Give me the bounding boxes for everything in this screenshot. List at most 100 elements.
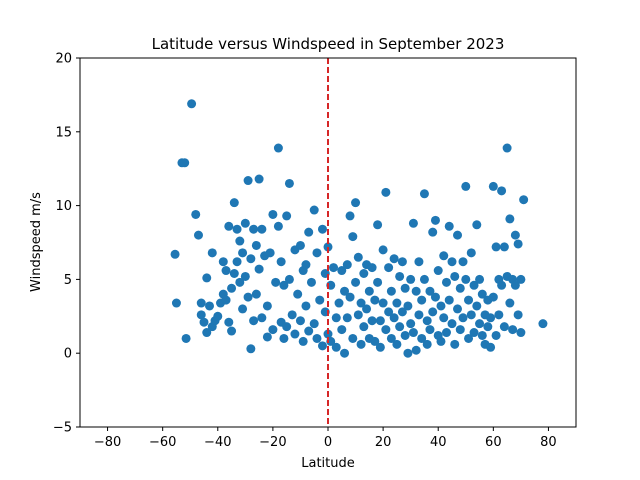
data-points [170,99,548,358]
data-point [279,333,289,343]
data-point [290,329,300,339]
data-point [411,286,421,296]
data-point [202,328,212,338]
data-point [312,248,322,258]
data-point [367,263,377,273]
data-point [243,176,253,186]
data-point [243,292,253,302]
data-point [486,313,496,323]
data-point [312,333,322,343]
data-point [461,181,471,191]
data-point [494,310,504,320]
data-point [453,230,463,240]
data-point [315,295,325,305]
data-point [251,240,261,250]
data-point [351,277,361,287]
x-tick-label: −80 [94,435,121,450]
data-point [342,313,352,323]
data-point [381,325,391,335]
data-point [408,328,418,338]
data-point [196,298,206,308]
x-tick-label: −40 [204,435,231,450]
data-point [301,301,311,311]
data-point [304,227,314,237]
data-point [375,342,385,352]
data-point [191,209,201,219]
data-point [455,283,465,293]
data-point [359,322,369,332]
data-point [488,292,498,302]
data-point [340,348,350,358]
data-point [381,187,391,197]
data-point [428,227,438,237]
data-point [181,333,191,343]
data-point [403,301,413,311]
y-tick-label: 5 [64,273,72,288]
x-axis-ticks: −80 −60 −40 −20 0 20 40 60 80 [94,427,557,450]
data-point [455,325,465,335]
data-point [425,286,435,296]
data-point [309,319,319,329]
data-point [356,298,366,308]
y-tick-label: 0 [64,347,72,362]
data-point [268,325,278,335]
data-point [477,330,487,340]
data-point [345,211,355,221]
data-point [386,286,396,296]
x-tick-label: −20 [259,435,286,450]
data-point [403,348,413,358]
data-point [213,311,223,321]
data-point [317,341,327,351]
data-point [295,240,305,250]
data-point [516,328,526,338]
data-point [392,339,402,349]
data-point [375,316,385,326]
data-point [193,230,203,240]
data-point [430,215,440,225]
data-point [334,298,344,308]
data-point [254,174,264,184]
data-point [301,260,311,270]
data-point [519,195,529,205]
data-point [505,298,515,308]
data-point [425,325,435,335]
data-point [472,220,482,230]
data-point [370,295,380,305]
data-point [298,336,308,346]
data-point [419,189,429,199]
data-point [538,319,548,329]
data-point [273,221,283,231]
data-point [486,342,496,352]
data-point [441,328,451,338]
data-point [419,274,429,284]
data-point [414,310,424,320]
data-point [356,339,366,349]
data-point [499,322,509,332]
data-point [224,221,234,231]
data-point [406,274,416,284]
data-point [309,205,319,215]
data-point [279,280,289,290]
data-point [458,313,468,323]
chart-title: Latitude versus Windspeed in September 2… [152,35,505,53]
data-point [340,286,350,296]
data-point [351,198,361,208]
x-tick-label: 80 [540,435,557,450]
data-point [251,289,261,299]
data-point [257,313,267,323]
data-point [436,336,446,346]
data-point [510,280,520,290]
data-point [505,214,515,224]
y-axis-label: Windspeed m/s [29,192,44,292]
data-point [246,344,256,354]
data-point [422,339,432,349]
x-tick-label: 40 [430,435,447,450]
data-point [411,345,421,355]
data-point [400,283,410,293]
data-point [331,342,341,352]
data-point [389,313,399,323]
data-point [202,273,212,283]
data-point [447,257,457,267]
data-point [337,325,347,335]
data-point [389,254,399,264]
